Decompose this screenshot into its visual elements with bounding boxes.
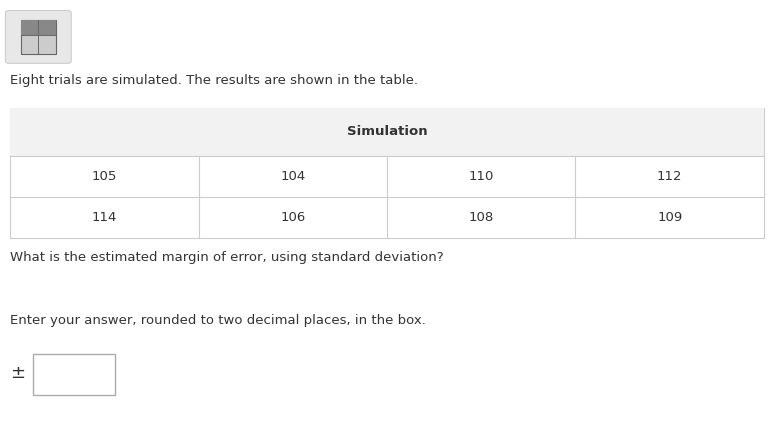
Text: ±: ± [10,365,25,382]
FancyBboxPatch shape [5,11,71,63]
Text: 114: 114 [91,211,117,225]
Text: 112: 112 [657,170,683,183]
Text: Enter your answer, rounded to two decimal places, in the box.: Enter your answer, rounded to two decima… [10,314,426,327]
Text: Eight trials are simulated. The results are shown in the table.: Eight trials are simulated. The results … [10,74,418,87]
Text: 105: 105 [91,170,117,183]
Bar [33,354,115,395]
Bar [21,20,56,35]
Text: Simulation: Simulation [347,125,427,138]
Bar [21,20,56,54]
Text: 106: 106 [280,211,306,225]
Bar [10,108,764,238]
Text: 104: 104 [280,170,306,183]
Text: What is the estimated margin of error, using standard deviation?: What is the estimated margin of error, u… [10,251,444,264]
Text: 108: 108 [468,211,494,225]
Text: 110: 110 [468,170,494,183]
Bar [10,108,764,156]
Text: 109: 109 [657,211,683,225]
